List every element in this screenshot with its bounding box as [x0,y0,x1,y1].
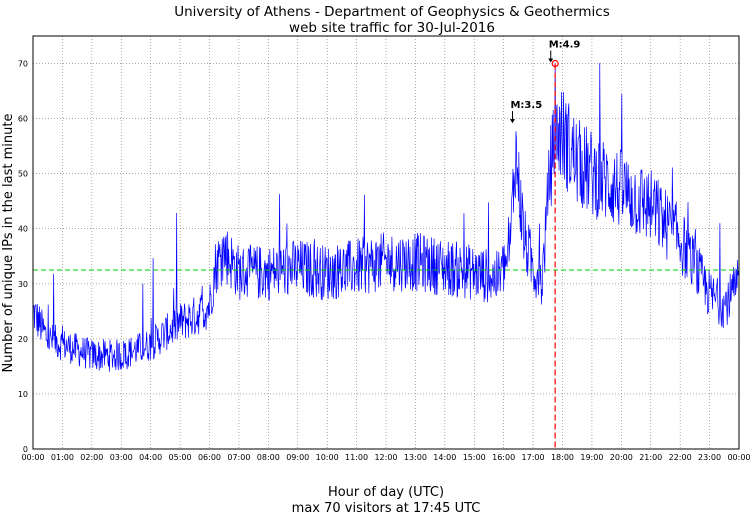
x-tick-label: 07:00 [227,453,250,462]
x-tick-label: 15:00 [463,453,486,462]
grid-lines [32,36,740,450]
x-tick-label: 09:00 [286,453,309,462]
y-tick-label: 20 [18,335,28,344]
x-tick-label: 21:00 [639,453,662,462]
overlays-group: M:3.5 M:4.9 [33,40,739,449]
quake-annotation-label: M:4.9 [549,40,581,51]
x-tick-label: 18:00 [551,453,574,462]
x-tick-label: 04:00 [139,453,162,462]
x-axis-label: Hour of day (UTC) [328,485,444,500]
x-tick-label: 17:00 [522,453,545,462]
x-tick-label: 20:00 [610,453,633,462]
y-tick-label: 0 [23,445,28,454]
x-tick-label: 03:00 [110,453,133,462]
annotation-arrow-head [509,119,515,124]
y-tick-label: 50 [18,170,28,179]
series-group [32,63,740,372]
y-tick-label: 40 [18,225,28,234]
y-axis-label: Number of unique IPs in the last minute [1,114,16,373]
axis-ticks: 0 10 20 30 40 50 60 70 00:00 01:00 02:00 03:00 04:00… [18,60,750,462]
x-tick-label: 10:00 [316,453,339,462]
x-tick-label: 12:00 [374,453,397,462]
x-tick-label: 06:00 [198,453,221,462]
y-tick-label: 60 [18,115,28,124]
plot-frame [32,35,740,450]
x-tick-label: 19:00 [580,453,603,462]
annotation-arrow-head [548,58,554,63]
x-tick-label: 02:00 [80,453,103,462]
x-tick-label: 14:00 [433,453,456,462]
x-tick-label: 16:00 [492,453,515,462]
x-tick-label: 11:00 [345,453,368,462]
max-visitors-note: max 70 visitors at 17:45 UTC [292,501,481,515]
chart-title-date: web site traffic for 30-Jul-2016 [289,20,495,36]
x-tick-label: 08:00 [257,453,280,462]
y-tick-label: 70 [18,60,28,69]
x-tick-label: 23:00 [698,453,721,462]
x-tick-label: 05:00 [169,453,192,462]
traffic-series-line [32,63,740,372]
x-tick-label: 22:00 [669,453,692,462]
x-tick-label: 13:00 [404,453,427,462]
x-tick-label: 01:00 [51,453,74,462]
x-tick-label: 00:00 [21,453,44,462]
y-tick-label: 10 [18,390,28,399]
y-tick-label: 30 [18,280,28,289]
chart-title: University of Athens - Department of Geo… [174,4,610,20]
x-tick-label: 00:00 [727,453,750,462]
max-point-marker [551,59,559,68]
quake-annotation-label: M:3.5 [510,100,542,111]
